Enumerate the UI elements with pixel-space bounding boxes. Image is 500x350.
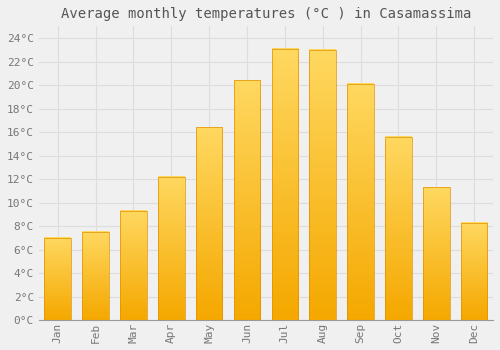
Bar <box>120 211 146 320</box>
Bar <box>423 187 450 320</box>
Bar <box>385 137 411 320</box>
Bar <box>196 127 222 320</box>
Bar <box>461 223 487 320</box>
Bar <box>348 84 374 320</box>
Bar <box>82 232 109 320</box>
Bar <box>272 49 298 320</box>
Bar <box>158 177 184 320</box>
Bar <box>44 238 71 320</box>
Bar <box>234 80 260 320</box>
Title: Average monthly temperatures (°C ) in Casamassima: Average monthly temperatures (°C ) in Ca… <box>60 7 471 21</box>
Bar <box>310 50 336 320</box>
